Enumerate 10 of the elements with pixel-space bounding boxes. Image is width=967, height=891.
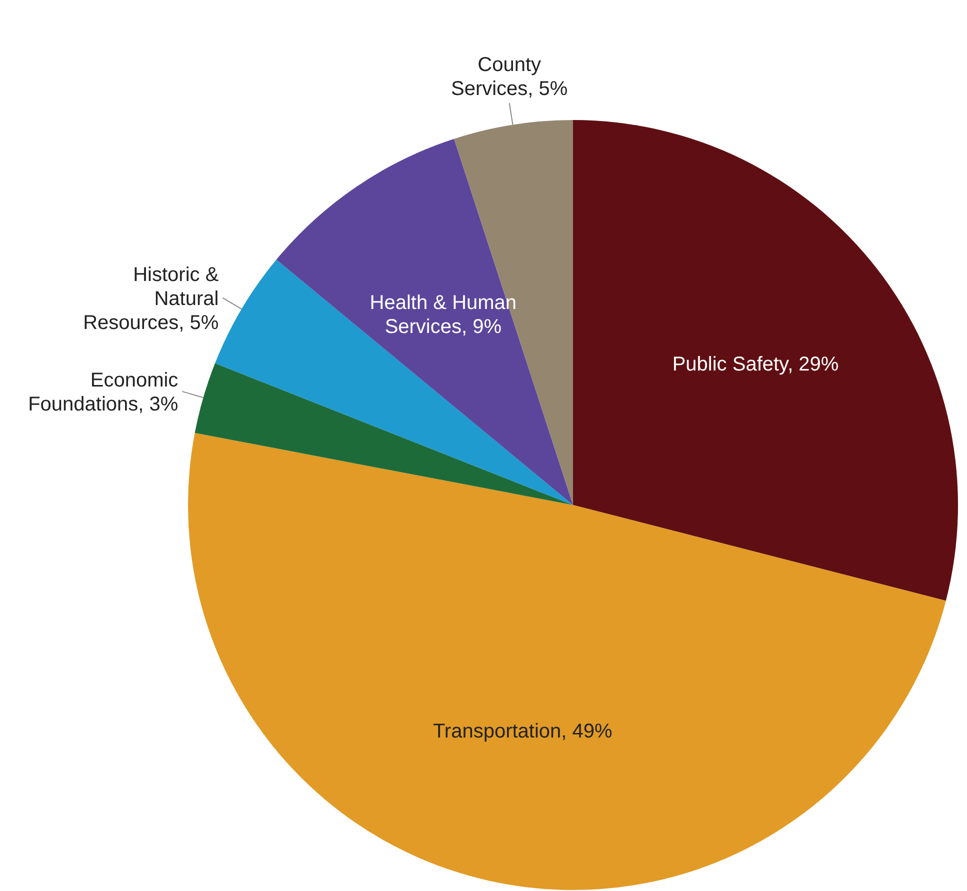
slice-label: County Services, 5% (450, 54, 568, 100)
pie-slice (188, 432, 946, 890)
slice-label: Transportation, 49% (432, 720, 612, 742)
pie-slice (276, 138, 573, 505)
slice-label: Public Safety, 29% (672, 353, 839, 376)
slice-label: Health & Human Services, 9% (370, 292, 517, 338)
pie-slice (573, 120, 958, 601)
slice-label: Historic & Natural Resources, 5% (83, 264, 220, 334)
pie-slice (194, 363, 573, 505)
slice-label: Economic Foundations, 3% (28, 369, 178, 416)
